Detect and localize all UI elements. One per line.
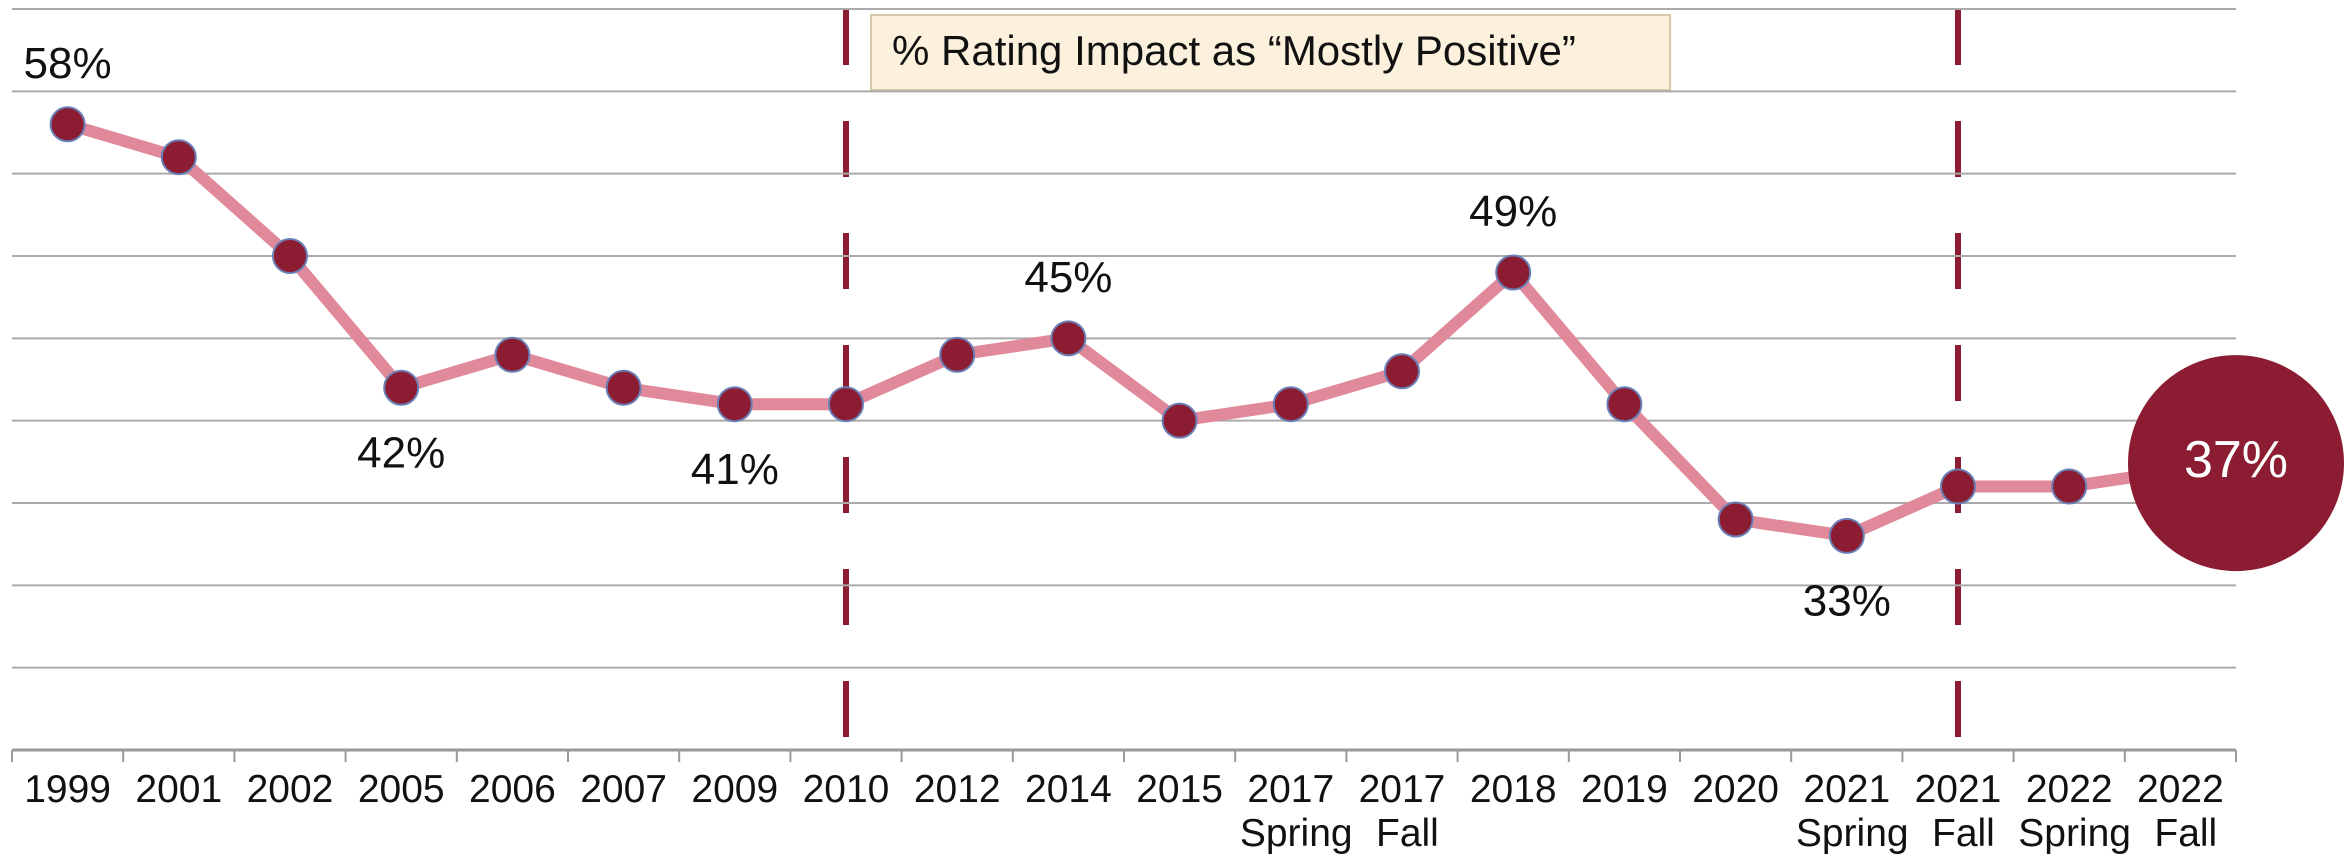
x-tick-label: 2019	[1581, 768, 1668, 811]
x-tick-label: 2006	[469, 768, 556, 811]
value-label: 42%	[357, 428, 445, 477]
marker	[1050, 320, 1087, 357]
marker	[1828, 517, 1865, 554]
marker	[1606, 386, 1643, 423]
marker	[1495, 254, 1532, 291]
marker	[49, 106, 86, 143]
x-tick-label: 2007	[580, 768, 667, 811]
marker	[494, 336, 531, 373]
marker	[160, 139, 197, 176]
line	[65, 118, 2182, 542]
value-label: 45%	[1024, 253, 1112, 302]
x-tick-label: 2017 Spring	[1229, 768, 1353, 855]
x-tick-label: 2017 Fall	[1359, 768, 1446, 855]
marker	[1940, 468, 1976, 505]
x-tick-label: 2021 Spring	[1785, 768, 1909, 855]
marker	[1272, 386, 1309, 423]
x-tick-label: 2009	[691, 768, 778, 811]
marker	[272, 238, 308, 274]
grid	[11, 8, 2237, 762]
value-label: 41%	[691, 445, 779, 494]
annotation-box	[870, 14, 1671, 91]
x-tick-label: 2022 Fall	[2137, 768, 2224, 855]
x-tick-label: 2010	[803, 768, 890, 811]
x-tick-label: 2001	[135, 768, 222, 811]
x-tick-label: 2005	[358, 768, 445, 811]
marker	[1161, 402, 1198, 439]
marker	[716, 386, 753, 423]
annotation: % Rating Impact as “Mostly Positive”	[892, 27, 1576, 74]
x-tick-label: 2015	[1136, 768, 1223, 811]
marker	[383, 369, 420, 406]
value-label: 49%	[1469, 187, 1557, 236]
marker	[1384, 353, 1420, 390]
x-tick-label: 2021 Fall	[1915, 768, 2002, 855]
marker	[1717, 501, 1754, 538]
highlight-marker	[2128, 355, 2344, 572]
value-label: 33%	[1803, 577, 1891, 626]
x-tick-label: 2018	[1470, 768, 1557, 811]
marker	[828, 386, 864, 423]
x-tick-label: 2014	[1025, 768, 1112, 811]
x-tick-label: 2022 Spring	[2007, 768, 2131, 855]
x-tick-label: 2020	[1692, 768, 1779, 811]
marker	[605, 369, 642, 406]
x-tick-label: 1999	[24, 768, 111, 811]
marker	[2051, 468, 2088, 505]
value-label: 37%	[2184, 431, 2288, 489]
x-tick-label: 2002	[247, 768, 334, 811]
marker	[939, 336, 976, 373]
value-label: 58%	[24, 39, 112, 88]
x-tick-label: 2012	[914, 768, 1001, 811]
